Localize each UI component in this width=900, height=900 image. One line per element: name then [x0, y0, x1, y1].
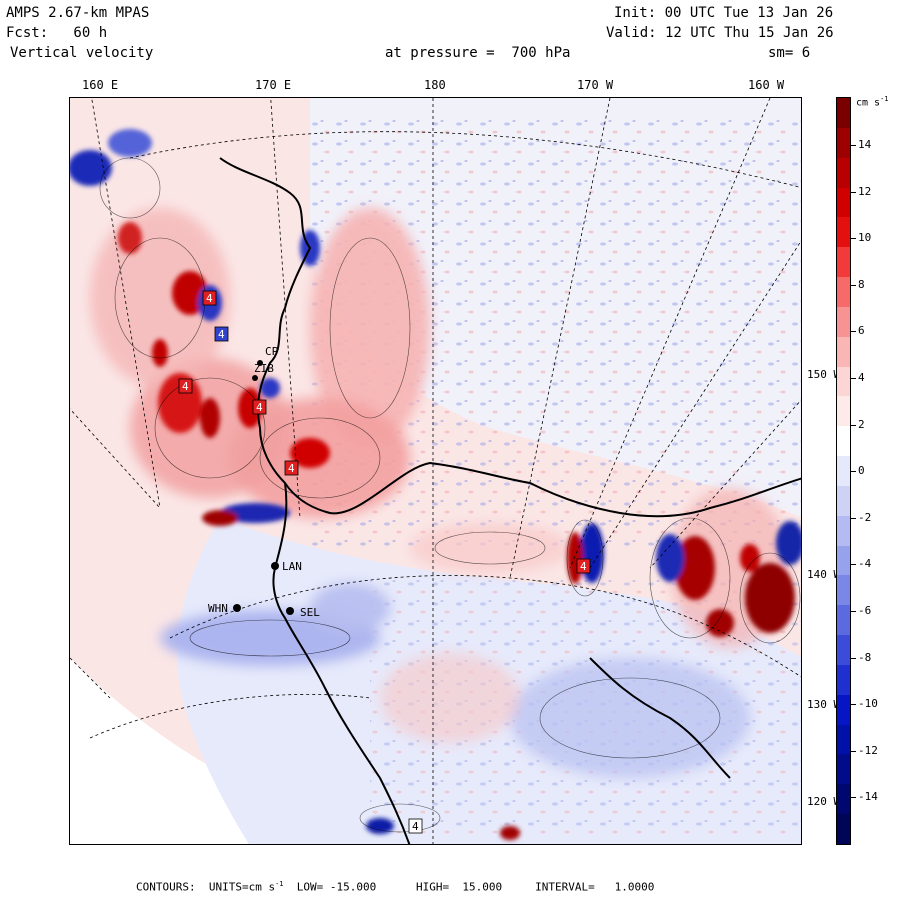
colorbar-segment: [837, 515, 850, 547]
init-time: Init: 00 UTC Tue 13 Jan 26: [614, 5, 834, 21]
station-label-cp: CP: [265, 345, 279, 358]
colorbar: [836, 97, 851, 845]
colorbar-tick: [851, 145, 856, 146]
colorbar-tick: [851, 378, 856, 379]
colorbar-segment: [837, 754, 850, 785]
colorbar-segment: [837, 605, 850, 636]
lon-label-160w: 160 W: [748, 78, 785, 92]
graticule: [70, 98, 801, 844]
colorbar-segment: [837, 814, 850, 845]
station-dot-sel: [286, 607, 294, 615]
colorbar-segment: [837, 396, 850, 427]
colorbar-tick: [851, 611, 856, 612]
colorbar-tick: [851, 331, 856, 333]
colorbar-tick-label: -2: [858, 510, 872, 524]
colorbar-tick-label: -14: [858, 790, 878, 804]
colorbar-units: cm s-1: [856, 95, 889, 109]
colorbar-segment: [837, 336, 850, 368]
colorbar-segment: [837, 217, 850, 248]
colorbar-segment: [837, 456, 850, 487]
extrema-marker-4: 4: [256, 401, 263, 414]
colorbar-segment: [837, 485, 850, 517]
extrema-marker-5: 4: [288, 462, 295, 475]
colorbar-segment: [837, 127, 850, 159]
colorbar-tick-label: 12: [858, 184, 872, 198]
station-dot-zib: [252, 375, 258, 381]
lon-label-170w: 170 W: [577, 78, 614, 92]
extrema-marker-7: 4: [412, 820, 419, 833]
station-label-zib: ZIB: [254, 362, 274, 375]
lon-label-180: 180: [424, 78, 446, 92]
station-dot-lan: [271, 562, 279, 570]
colorbar-tick: [851, 564, 856, 566]
colorbar-segment: [837, 157, 850, 188]
colorbar-segment: [837, 187, 850, 218]
colorbar-segment: [837, 575, 850, 606]
colorbar-segment: [837, 247, 850, 278]
contour-lines: [99, 157, 801, 833]
colorbar-tick-label: 2: [858, 417, 865, 431]
colorbar-segment: [837, 366, 850, 397]
colorbar-tick-label: 4: [858, 371, 865, 384]
colorbar-tick: [851, 517, 856, 519]
colorbar-segment: [837, 664, 850, 696]
extrema-marker-1: 4: [206, 292, 213, 305]
station-dot-cp: [257, 360, 263, 366]
colorbar-segment: [837, 635, 850, 666]
contour-info: CONTOURS: UNITS=cm s-1 LOW= -15.000 HIGH…: [136, 880, 655, 894]
colorbar-tick: [851, 657, 856, 659]
model-title: AMPS 2.67-km MPAS: [6, 5, 150, 21]
colorbar-segment: [837, 306, 850, 338]
valid-time: Valid: 12 UTC Thu 15 Jan 26: [606, 25, 834, 41]
colorbar-tick: [851, 284, 856, 286]
colorbar-tick: [851, 424, 856, 426]
smoothing-value: sm= 6: [768, 45, 811, 61]
colorbar-tick-label: 0: [858, 464, 865, 478]
lon-label-160e: 160 E: [82, 78, 119, 92]
colorbar-tick: [851, 191, 856, 193]
colorbar-tick-label: -12: [858, 743, 878, 757]
colorbar-tick: [851, 471, 856, 473]
colorbar-tick-label: 6: [858, 324, 865, 338]
colorbar-segment: [837, 277, 850, 308]
colorbar-tick: [851, 238, 856, 240]
extrema-boxes: 4 4 4 4 4 4 4: [178, 290, 591, 834]
colorbar-tick-label: 8: [858, 277, 865, 291]
colorbar-tick-label: -6: [858, 604, 872, 617]
colorbar-segment: [837, 784, 850, 815]
colorbar-tick-label: -10: [858, 697, 878, 711]
colorbar-segment: [837, 426, 850, 457]
field-name: Vertical velocity: [10, 45, 154, 61]
colorbar-tick: [851, 797, 856, 799]
colorbar-tick: [851, 750, 856, 752]
colorbar-tick-label: -8: [858, 650, 872, 664]
colorbar-segment: [837, 545, 850, 576]
colorbar-segment: [837, 724, 850, 755]
vertical-velocity-map: CP ZIB LAN WHN SEL 4 4 4 4 4 4 4: [70, 98, 801, 844]
colorbar-tick-label: 10: [858, 231, 872, 245]
station-label-whn: WHN: [208, 602, 228, 615]
coastline: [219, 157, 801, 844]
colorbar-tick: [851, 704, 856, 706]
lon-label-170e: 170 E: [255, 78, 292, 92]
station-markers: CP ZIB LAN WHN SEL: [208, 345, 320, 619]
colorbar-tick-label: -4: [858, 557, 872, 571]
strong-cores: [70, 129, 801, 840]
map-panel: CP ZIB LAN WHN SEL 4 4 4 4 4 4 4: [69, 97, 802, 845]
colorbar-segment: [837, 98, 850, 129]
station-label-sel: SEL: [300, 606, 320, 619]
colorbar-segment: [837, 694, 850, 726]
pressure-level: at pressure = 700 hPa: [385, 45, 571, 61]
station-label-lan: LAN: [282, 560, 302, 573]
station-dot-whn: [233, 604, 241, 612]
extrema-marker-2: 4: [218, 328, 225, 341]
extrema-marker-3: 4: [182, 380, 189, 393]
colorbar-tick-label: 14: [858, 138, 872, 151]
extrema-marker-6: 4: [580, 560, 587, 573]
forecast-hour: Fcst: 60 h: [6, 25, 108, 41]
